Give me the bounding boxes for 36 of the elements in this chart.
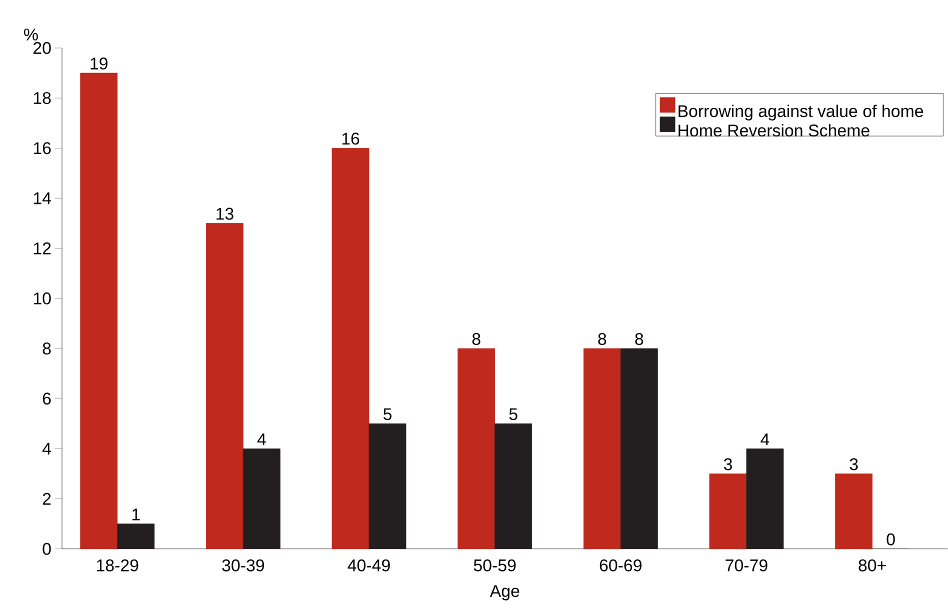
x-axis-title: Age	[490, 585, 520, 600]
data-label: 8	[598, 333, 606, 346]
x-tick-label: 18-29	[97, 559, 138, 572]
data-label: 1	[132, 508, 140, 520]
legend-label: Borrowing against value of home	[678, 104, 924, 121]
data-label: 8	[635, 333, 644, 346]
data-label: 5	[509, 408, 518, 420]
data-label: 8	[472, 333, 480, 346]
y-tick-label: 18	[34, 92, 51, 104]
data-label: 13	[216, 208, 234, 220]
data-label: 16	[342, 132, 360, 145]
x-tick-label: 30-39	[222, 559, 264, 572]
data-label: 5	[383, 408, 392, 420]
y-tick-label: 16	[34, 142, 51, 154]
y-tick-label: 6	[42, 392, 51, 405]
y-axis-title: %	[24, 28, 38, 41]
y-tick-label: 14	[34, 192, 51, 204]
data-label: 19	[90, 58, 108, 70]
x-tick-label: 50-59	[474, 559, 516, 572]
y-tick-label: 4	[42, 442, 51, 455]
y-tick-label: 0	[42, 542, 51, 555]
x-tick-label: 60-69	[600, 559, 642, 572]
data-label: 4	[760, 434, 770, 446]
data-label: 4	[257, 434, 266, 446]
y-tick-label: 2	[42, 492, 51, 505]
x-tick-label: 80+	[858, 559, 886, 572]
y-tick-label: 12	[34, 242, 51, 254]
y-tick-label: 8	[42, 342, 51, 355]
x-tick-label: 40-49	[348, 559, 390, 572]
y-tick-label: 20	[34, 42, 51, 54]
legend-label: Home Reversion Scheme	[678, 124, 870, 137]
data-label: 0	[886, 533, 895, 546]
x-tick-label: 70-79	[726, 559, 768, 572]
data-label: 3	[724, 458, 732, 470]
data-label: 3	[850, 458, 858, 470]
y-tick-label: 10	[34, 292, 51, 304]
